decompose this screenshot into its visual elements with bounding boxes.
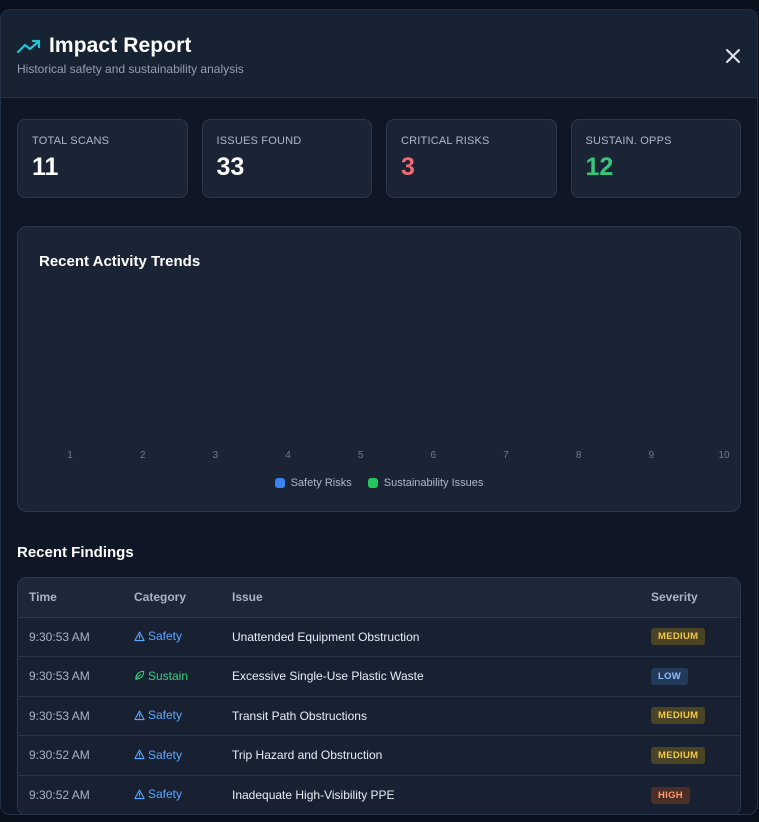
finding-time: 9:30:53 AM — [29, 629, 90, 644]
category-label: Safety — [148, 708, 183, 722]
warning-triangle-icon — [134, 710, 145, 721]
finding-time: 9:30:53 AM — [29, 708, 90, 723]
finding-category: Sustain — [123, 657, 221, 697]
page-title: Impact Report — [49, 34, 192, 57]
legend-item-sustain[interactable]: Sustainability Issues — [367, 477, 484, 489]
category-tag: Safety — [134, 748, 182, 762]
severity-badge: MEDIUM — [651, 628, 706, 646]
chart-legend: Safety Risks Sustainability Issues — [18, 477, 740, 489]
category-tag: Sustain — [134, 669, 188, 683]
table-header-row: Time Category Issue Severity — [18, 578, 740, 617]
column-header-category: Category — [134, 590, 187, 605]
category-tag: Safety — [134, 708, 182, 722]
finding-time: 9:30:52 AM — [29, 748, 90, 763]
finding-category: Safety — [123, 696, 221, 736]
stat-label: CRITICAL RISKS — [401, 135, 490, 147]
table-row[interactable]: 9:30:53 AM Safety Unattended Equipment Obs… — [18, 617, 740, 657]
x-tick-label: 4 — [285, 450, 291, 461]
finding-category: Safety — [123, 617, 221, 657]
legend-swatch-sustain — [367, 478, 378, 488]
stat-issues-found: ISSUES FOUND 33 — [201, 119, 372, 198]
finding-category: Safety — [123, 775, 221, 814]
findings-title: Recent Findings — [17, 544, 134, 561]
finding-severity: LOW — [640, 657, 740, 697]
x-tick-label: 8 — [576, 450, 582, 461]
stats-row: TOTAL SCANS 11 ISSUES FOUND 33 CRITICAL … — [17, 119, 741, 198]
legend-label-safety: Safety Risks — [290, 477, 352, 489]
finding-category: Safety — [123, 736, 221, 776]
close-button[interactable] — [721, 44, 745, 68]
category-label: Sustain — [148, 668, 189, 683]
finding-severity: HIGH — [640, 775, 740, 814]
finding-issue: Trip Hazard and Obstruction — [232, 748, 383, 763]
x-tick-label: 3 — [213, 450, 219, 461]
warning-triangle-icon — [134, 749, 145, 760]
finding-time: 9:30:52 AM — [29, 788, 90, 802]
finding-issue: Unattended Equipment Obstruction — [232, 629, 420, 644]
close-icon — [726, 49, 740, 63]
modal-header: Impact Report Historical safety and sust… — [1, 10, 757, 98]
category-tag: Safety — [134, 629, 182, 643]
modal-content: TOTAL SCANS 11 ISSUES FOUND 33 CRITICAL … — [1, 98, 757, 814]
stat-value: 12 — [585, 153, 614, 181]
stat-label: ISSUES FOUND — [216, 135, 302, 147]
stat-value: 3 — [401, 153, 415, 181]
stat-value: 11 — [32, 153, 59, 181]
category-label: Safety — [148, 629, 183, 643]
column-header-severity: Severity — [651, 590, 698, 605]
stat-total-scans: TOTAL SCANS 11 — [17, 119, 188, 198]
severity-badge: MEDIUM — [651, 746, 706, 764]
chart-title: Recent Activity Trends — [39, 253, 201, 270]
column-header-time: Time — [29, 590, 57, 605]
table-row[interactable]: 9:30:52 AM Safety Inadequate High-Visibili… — [18, 775, 740, 814]
severity-badge: MEDIUM — [651, 707, 706, 725]
findings-table-body: 9:30:53 AM Safety Unattended Equipment Obs… — [18, 617, 740, 814]
category-tag: Safety — [134, 787, 182, 801]
finding-severity: MEDIUM — [640, 617, 740, 657]
column-header-issue: Issue — [232, 590, 263, 605]
legend-item-safety[interactable]: Safety Risks — [274, 477, 352, 489]
finding-issue: Transit Path Obstructions — [232, 708, 367, 723]
finding-issue: Inadequate High-Visibility PPE — [232, 788, 395, 802]
stat-sustain-opps: SUSTAIN. OPPS 12 — [570, 119, 741, 198]
table-row[interactable]: 9:30:52 AM Safety Trip Hazard and Obstruct… — [18, 735, 740, 776]
category-label: Safety — [148, 747, 183, 762]
impact-report-modal: Impact Report Historical safety and sust… — [0, 9, 758, 815]
stat-critical-risks: CRITICAL RISKS 3 — [386, 119, 557, 198]
x-tick-label: 6 — [431, 450, 437, 461]
page-subtitle: Historical safety and sustainability ana… — [17, 62, 244, 76]
x-tick-label: 9 — [649, 450, 655, 461]
title-row: Impact Report — [17, 34, 741, 58]
leaf-icon — [134, 670, 145, 681]
warning-triangle-icon — [134, 631, 145, 642]
severity-badge: LOW — [651, 667, 689, 685]
finding-issue: Excessive Single-Use Plastic Waste — [232, 669, 424, 684]
stat-label: SUSTAIN. OPPS — [585, 135, 672, 147]
x-tick-label: 5 — [358, 450, 364, 461]
activity-chart-card: Recent Activity Trends 1 2 3 4 5 6 7 8 9 10 Safet… — [17, 226, 741, 512]
finding-severity: MEDIUM — [640, 736, 740, 776]
x-tick-label: 10 — [718, 450, 730, 461]
category-label: Safety — [148, 787, 183, 802]
table-row[interactable]: 9:30:53 AM Safety Transit Path Obstruction… — [18, 696, 740, 736]
stat-value: 33 — [216, 153, 245, 181]
severity-badge: HIGH — [651, 786, 690, 804]
finding-time: 9:30:53 AM — [29, 669, 90, 684]
finding-severity: MEDIUM — [640, 696, 740, 736]
stat-label: TOTAL SCANS — [32, 135, 110, 147]
legend-label-sustain: Sustainability Issues — [383, 477, 484, 489]
x-tick-label: 1 — [67, 450, 73, 461]
legend-swatch-safety — [274, 478, 285, 488]
trending-up-icon — [17, 39, 41, 54]
warning-triangle-icon — [134, 789, 145, 800]
table-row[interactable]: 9:30:53 AM Sustain Excessive Single-Use Pl… — [18, 656, 740, 697]
x-tick-label: 2 — [140, 450, 146, 461]
findings-table: Time Category Issue Severity 9:30:53 AM S… — [17, 577, 741, 814]
activity-chart: 1 2 3 4 5 6 7 8 9 10 — [67, 450, 730, 461]
x-tick-label: 7 — [503, 450, 509, 461]
